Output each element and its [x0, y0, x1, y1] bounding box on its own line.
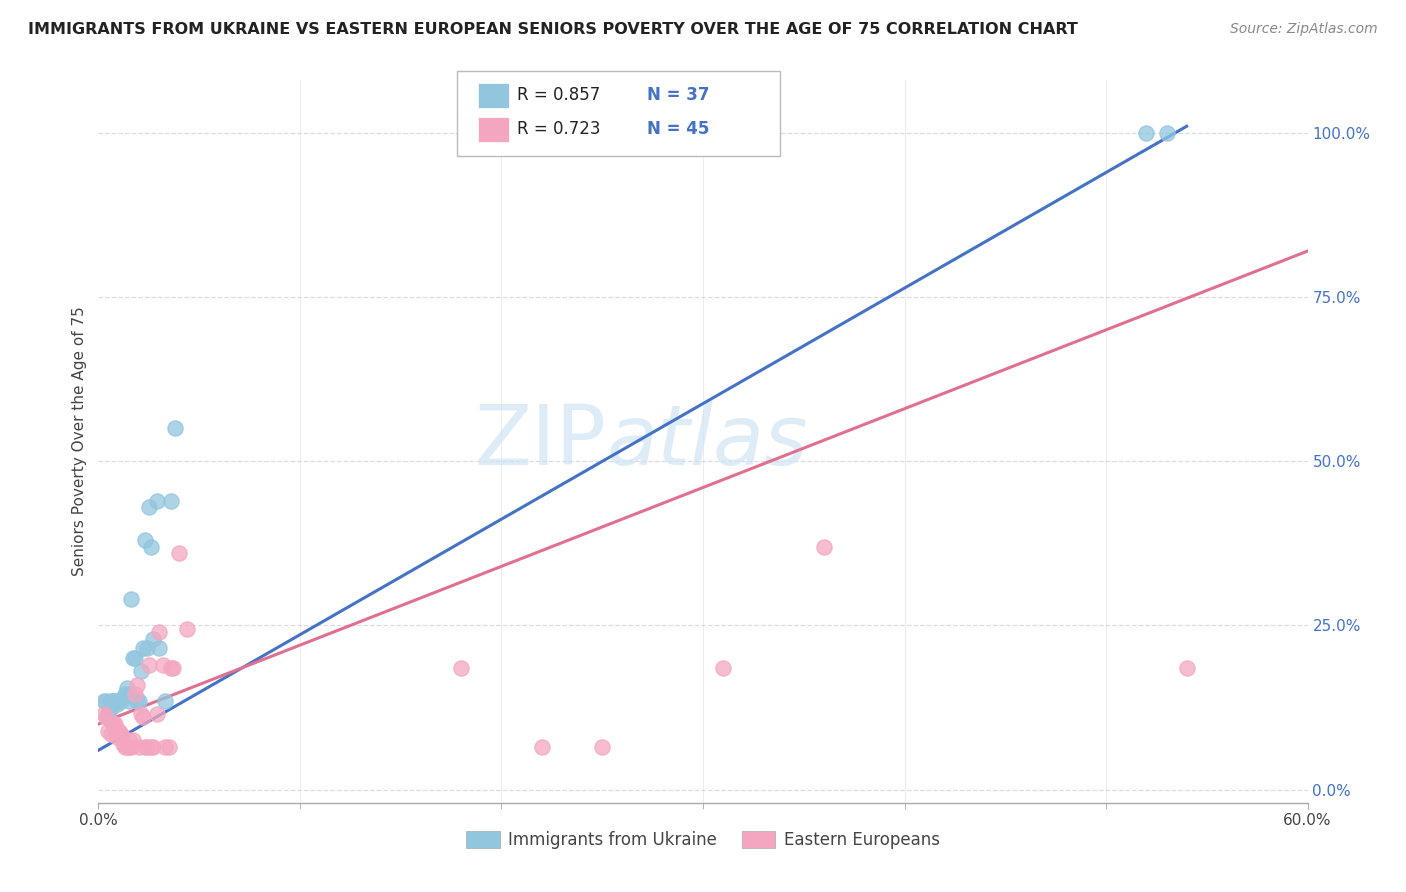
Point — [142, 632, 165, 646]
Point — [107, 694, 129, 708]
Point — [107, 694, 129, 708]
Point — [530, 739, 553, 754]
Point — [132, 641, 155, 656]
Point — [160, 661, 183, 675]
Point — [1156, 126, 1178, 140]
Text: N = 37: N = 37 — [647, 87, 709, 104]
Text: R = 0.723: R = 0.723 — [517, 120, 600, 138]
Point — [101, 694, 124, 708]
Point — [152, 657, 174, 672]
Point — [100, 700, 122, 714]
Legend: Immigrants from Ukraine, Eastern Europeans: Immigrants from Ukraine, Eastern Europea… — [460, 824, 946, 856]
Point — [146, 707, 169, 722]
Point — [135, 641, 157, 656]
Point — [118, 733, 141, 747]
Point — [101, 717, 124, 731]
Point — [153, 694, 176, 708]
Point — [162, 661, 184, 675]
Point — [103, 723, 125, 738]
Point — [111, 690, 134, 705]
Point — [100, 694, 122, 708]
Point — [134, 533, 156, 547]
Point — [97, 723, 120, 738]
Point — [125, 694, 148, 708]
Point — [115, 739, 138, 754]
Point — [114, 739, 136, 754]
Text: R = 0.857: R = 0.857 — [517, 87, 600, 104]
Text: ZIP: ZIP — [474, 401, 606, 482]
Point — [120, 739, 142, 754]
Point — [128, 694, 150, 708]
Point — [591, 739, 613, 754]
Point — [110, 694, 132, 708]
Point — [125, 677, 148, 691]
Point — [138, 500, 160, 515]
Point — [114, 687, 136, 701]
Text: Source: ZipAtlas.com: Source: ZipAtlas.com — [1230, 22, 1378, 37]
Point — [1175, 661, 1198, 675]
Text: N = 45: N = 45 — [647, 120, 709, 138]
Point — [118, 739, 141, 754]
Point — [121, 651, 143, 665]
Point — [100, 727, 122, 741]
Point — [120, 592, 142, 607]
Point — [148, 641, 170, 656]
Point — [96, 694, 118, 708]
Point — [121, 733, 143, 747]
Text: atlas: atlas — [606, 401, 808, 482]
Point — [129, 707, 152, 722]
Point — [111, 737, 134, 751]
Point — [176, 622, 198, 636]
Point — [103, 694, 125, 708]
Point — [101, 717, 124, 731]
Point — [103, 717, 125, 731]
Point — [110, 727, 132, 741]
Point — [139, 540, 162, 554]
Point — [157, 739, 180, 754]
Point — [105, 730, 128, 744]
Point — [129, 665, 152, 679]
Point — [711, 661, 734, 675]
Point — [132, 710, 155, 724]
Point — [1135, 126, 1157, 140]
Point — [167, 546, 190, 560]
Point — [146, 493, 169, 508]
Point — [107, 727, 129, 741]
Y-axis label: Seniors Poverty Over the Age of 75: Seniors Poverty Over the Age of 75 — [72, 307, 87, 576]
Point — [139, 739, 162, 754]
Text: IMMIGRANTS FROM UKRAINE VS EASTERN EUROPEAN SENIORS POVERTY OVER THE AGE OF 75 C: IMMIGRANTS FROM UKRAINE VS EASTERN EUROP… — [28, 22, 1078, 37]
Point — [163, 421, 186, 435]
Point — [115, 681, 138, 695]
Point — [96, 710, 118, 724]
Point — [138, 657, 160, 672]
Point — [128, 739, 150, 754]
Point — [450, 661, 472, 675]
Point — [97, 710, 120, 724]
Point — [107, 723, 129, 738]
Point — [93, 694, 115, 708]
Point — [105, 723, 128, 738]
Point — [135, 739, 157, 754]
Point — [118, 687, 141, 701]
Point — [153, 739, 176, 754]
Point — [124, 687, 146, 701]
Point — [93, 707, 115, 722]
Point — [813, 540, 835, 554]
Point — [101, 694, 124, 708]
Point — [118, 694, 141, 708]
Point — [105, 698, 128, 712]
Point — [160, 493, 183, 508]
Point — [142, 739, 165, 754]
Point — [148, 625, 170, 640]
Point — [97, 707, 120, 722]
Point — [134, 739, 156, 754]
Point — [124, 651, 146, 665]
